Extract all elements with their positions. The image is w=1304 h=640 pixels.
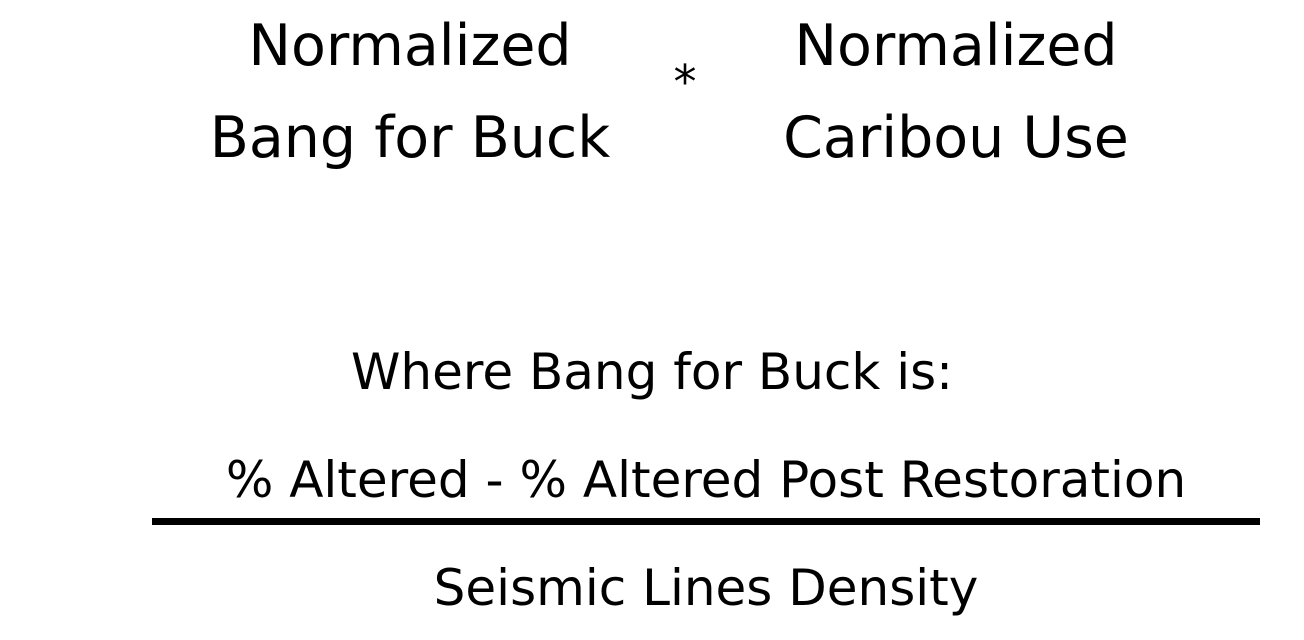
fraction-denominator: Seismic Lines Density: [433, 559, 979, 617]
right-term-line2: Caribou Use: [783, 105, 1129, 171]
normalized-caribou-use-term: Normalized Caribou Use: [706, 0, 1206, 184]
left-term-line1: Normalized: [248, 13, 572, 79]
fraction-bar: [152, 518, 1260, 525]
normalized-bang-for-buck-term: Normalized Bang for Buck: [160, 0, 660, 184]
multiplication-operator: *: [673, 55, 697, 109]
right-term-line1: Normalized: [794, 13, 1118, 79]
left-term-line2: Bang for Buck: [209, 105, 611, 171]
definition-intro: Where Bang for Buck is:: [350, 343, 954, 401]
fraction-numerator: % Altered - % Altered Post Restoration: [225, 451, 1187, 509]
